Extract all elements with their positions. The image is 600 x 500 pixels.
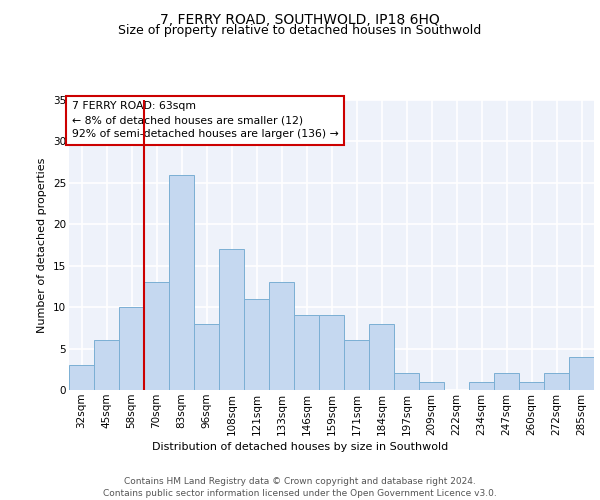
Bar [569,357,594,390]
Bar [544,374,569,390]
Text: Distribution of detached houses by size in Southwold: Distribution of detached houses by size … [152,442,448,452]
Bar [244,299,269,390]
Bar [419,382,444,390]
Bar [394,374,419,390]
Text: Contains HM Land Registry data © Crown copyright and database right 2024.
Contai: Contains HM Land Registry data © Crown c… [103,476,497,498]
Bar [469,382,494,390]
Bar [344,340,369,390]
Bar [169,174,194,390]
Text: 7 FERRY ROAD: 63sqm
← 8% of detached houses are smaller (12)
92% of semi-detache: 7 FERRY ROAD: 63sqm ← 8% of detached hou… [71,102,338,140]
Bar [519,382,544,390]
Bar [119,307,144,390]
Y-axis label: Number of detached properties: Number of detached properties [37,158,47,332]
Bar [269,282,294,390]
Bar [369,324,394,390]
Bar [294,316,319,390]
Bar [194,324,219,390]
Text: Size of property relative to detached houses in Southwold: Size of property relative to detached ho… [118,24,482,37]
Bar [144,282,169,390]
Bar [94,340,119,390]
Bar [494,374,519,390]
Bar [219,249,244,390]
Text: 7, FERRY ROAD, SOUTHWOLD, IP18 6HQ: 7, FERRY ROAD, SOUTHWOLD, IP18 6HQ [160,12,440,26]
Bar [69,365,94,390]
Bar [319,316,344,390]
